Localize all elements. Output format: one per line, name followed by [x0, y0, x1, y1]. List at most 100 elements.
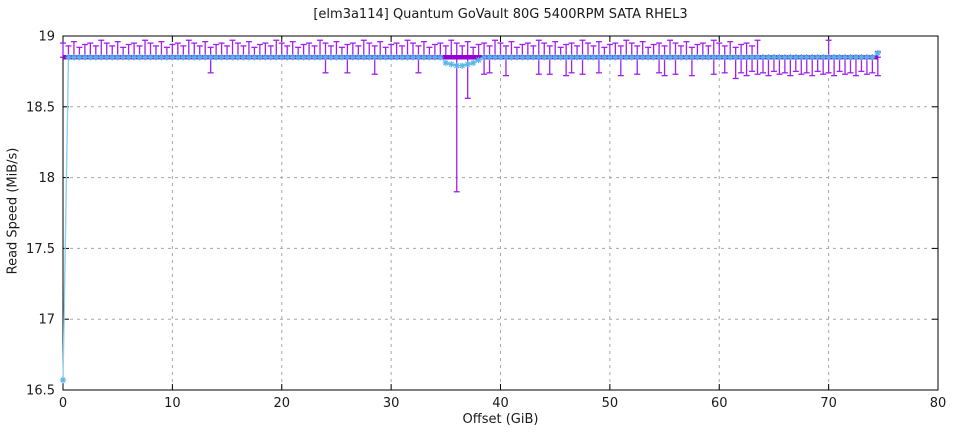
- asterisk-marker: [771, 54, 777, 60]
- asterisk-marker: [437, 54, 444, 60]
- asterisk-marker: [229, 54, 236, 60]
- asterisk-marker: [421, 54, 427, 60]
- asterisk-marker: [525, 54, 531, 60]
- chart-title: [elm3a114] Quantum GoVault 80G 5400RPM S…: [313, 7, 688, 22]
- asterisk-marker: [322, 54, 329, 60]
- asterisk-marker: [191, 54, 197, 60]
- asterisk-marker: [486, 54, 493, 60]
- asterisk-marker: [497, 54, 504, 60]
- y-tick-label: 17: [38, 313, 55, 328]
- x-tick-label: 50: [602, 396, 619, 411]
- asterisk-marker: [246, 54, 252, 60]
- y-tick-label: 18.5: [26, 100, 55, 115]
- asterisk-marker: [547, 54, 553, 60]
- asterisk-marker: [169, 54, 176, 60]
- asterisk-marker: [300, 54, 307, 60]
- asterisk-marker: [732, 54, 739, 60]
- asterisk-marker: [125, 54, 132, 60]
- asterisk-marker: [793, 54, 799, 60]
- asterisk-marker: [579, 54, 586, 60]
- asterisk-marker: [798, 54, 804, 60]
- asterisk-marker: [650, 54, 657, 60]
- asterisk-marker: [722, 54, 728, 60]
- asterisk-marker: [475, 57, 482, 63]
- asterisk-marker: [366, 54, 372, 60]
- asterisk-marker: [519, 54, 526, 60]
- asterisk-marker: [514, 54, 520, 60]
- asterisk-marker: [787, 54, 794, 60]
- asterisk-marker: [202, 54, 208, 60]
- asterisk-marker: [689, 54, 695, 60]
- asterisk-marker: [93, 54, 99, 60]
- asterisk-marker: [809, 54, 815, 60]
- asterisk-marker: [842, 54, 848, 60]
- asterisk-marker: [618, 54, 624, 60]
- asterisk-marker: [279, 54, 285, 60]
- asterisk-marker: [612, 54, 619, 60]
- asterisk-marker: [563, 54, 569, 60]
- asterisk-marker: [175, 54, 181, 60]
- asterisk-marker: [645, 54, 651, 60]
- asterisk-marker: [656, 54, 662, 60]
- asterisk-marker: [765, 54, 772, 60]
- trace-line: [62, 52, 879, 381]
- asterisk-marker: [743, 54, 750, 60]
- asterisk-marker: [104, 54, 110, 60]
- asterisk-marker: [251, 54, 258, 60]
- asterisk-marker: [454, 63, 460, 69]
- asterisk-marker: [869, 54, 876, 60]
- asterisk-marker: [240, 54, 247, 60]
- asterisk-marker: [333, 54, 340, 60]
- y-tick-label: 17.5: [26, 242, 55, 257]
- asterisk-marker: [568, 54, 575, 60]
- asterisk-marker: [415, 54, 422, 60]
- asterisk-marker: [711, 54, 717, 60]
- asterisk-marker: [557, 54, 564, 60]
- asterisk-marker: [536, 54, 542, 60]
- asterisk-marker: [552, 54, 558, 60]
- asterisk-marker: [607, 54, 613, 60]
- asterisk-marker: [339, 54, 345, 60]
- asterisk-marker: [114, 54, 121, 60]
- asterisk-marker: [71, 54, 77, 60]
- asterisk-marker: [197, 54, 203, 60]
- asterisk-marker: [273, 54, 279, 60]
- asterisk-marker: [634, 54, 640, 60]
- asterisk-marker: [820, 54, 826, 60]
- asterisk-marker: [492, 54, 498, 60]
- asterisk-marker: [257, 54, 263, 60]
- asterisk-marker: [601, 54, 608, 60]
- x-tick-label: 40: [492, 396, 509, 411]
- asterisk-marker: [98, 54, 104, 60]
- asterisk-marker: [410, 54, 416, 60]
- asterisk-marker: [224, 54, 230, 60]
- asterisk-marker: [213, 54, 219, 60]
- asterisk-marker: [393, 54, 400, 60]
- asterisk-marker: [776, 54, 783, 60]
- asterisk-marker: [672, 54, 679, 60]
- y-tick-label: 16.5: [26, 384, 55, 399]
- asterisk-marker: [814, 54, 821, 60]
- asterisk-marker: [503, 54, 509, 60]
- asterisk-marker: [804, 54, 810, 60]
- asterisk-marker: [667, 54, 673, 60]
- asterisk-marker: [131, 54, 137, 60]
- asterisk-marker: [377, 54, 383, 60]
- asterisk-marker: [235, 54, 241, 60]
- asterisk-marker: [590, 54, 597, 60]
- x-tick-label: 80: [930, 396, 947, 411]
- asterisk-marker: [361, 54, 367, 60]
- asterisk-marker: [432, 54, 438, 60]
- asterisk-marker: [875, 50, 881, 56]
- asterisk-marker: [262, 54, 269, 60]
- asterisk-marker: [847, 54, 854, 60]
- asterisk-marker: [585, 54, 591, 60]
- asterisk-marker: [727, 54, 733, 60]
- y-tick-label: 19: [38, 30, 55, 45]
- x-tick-label: 30: [383, 396, 400, 411]
- asterisk-marker: [760, 54, 766, 60]
- asterisk-marker: [716, 54, 722, 60]
- asterisk-marker: [754, 54, 761, 60]
